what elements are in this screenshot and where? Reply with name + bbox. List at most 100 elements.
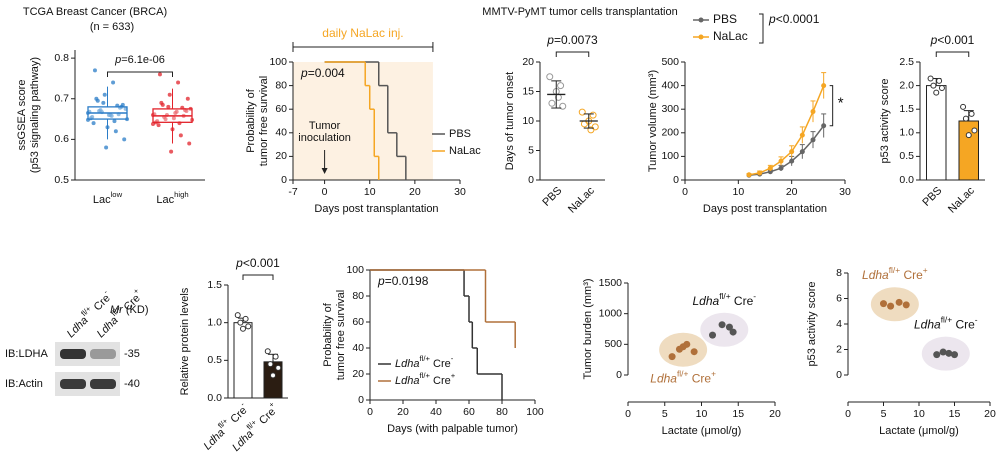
- p-value: p<0.001: [235, 256, 280, 270]
- x-tick-label: 20: [397, 406, 409, 418]
- point: [902, 301, 910, 309]
- lane-label-part: +: [131, 286, 141, 296]
- legend-label: PBS: [449, 128, 471, 140]
- point: [174, 109, 179, 114]
- x-axis-label: Days (with palpable tumor): [387, 423, 518, 435]
- y-tick-label: 1.0: [899, 127, 914, 139]
- x-tick-label: 10: [364, 186, 376, 198]
- point: [101, 100, 106, 105]
- y-tick-label: 20: [275, 150, 287, 162]
- x-axis-label: Lactate (μmol/g): [879, 425, 959, 437]
- point: [120, 102, 125, 107]
- point: [757, 170, 763, 176]
- treatment-shade: [293, 62, 433, 180]
- cluster-label-part: Ldha: [650, 372, 677, 386]
- blot-band: [60, 379, 86, 389]
- x-tick-label: 30: [839, 186, 851, 198]
- bar: [926, 85, 947, 181]
- mw-marker: -40: [124, 378, 140, 390]
- cluster-label-part: Cre: [900, 268, 923, 282]
- significance-bracket: [935, 51, 970, 57]
- point: [242, 315, 249, 322]
- legend-label-part: Ldha: [395, 375, 419, 387]
- legend-label-part: -: [451, 354, 454, 363]
- point: [968, 110, 975, 117]
- point: [270, 372, 276, 379]
- point: [111, 80, 116, 85]
- cluster-label-part: -: [753, 291, 756, 301]
- point: [718, 321, 726, 329]
- cluster-label-part: -: [975, 315, 978, 325]
- p-value-part: =0.004: [308, 66, 345, 80]
- significance-bracket: [555, 51, 590, 57]
- point: [166, 104, 171, 109]
- point: [971, 127, 978, 134]
- point: [185, 96, 190, 101]
- y-tick-label: 0.0: [207, 392, 222, 404]
- legend-label-part: Cre: [430, 375, 451, 387]
- cluster-label-part: Ldha: [692, 294, 719, 308]
- point: [264, 348, 271, 355]
- lane-label-part: -: [101, 287, 109, 295]
- y-tick-label: 0.5: [899, 150, 914, 162]
- point: [960, 103, 967, 110]
- x-tick-label: 100: [526, 406, 544, 418]
- point: [178, 133, 183, 138]
- y-tick-label: 400: [661, 79, 679, 91]
- p-value-part: p: [114, 54, 121, 66]
- y-axis-label: Relative protein levels: [179, 287, 191, 395]
- point: [92, 68, 97, 73]
- significance-bracket: [107, 71, 173, 77]
- legend-label-part: fl/+: [419, 371, 430, 380]
- y-tick-label: 200: [661, 127, 679, 139]
- y-axis-label: ssGSEA score: [16, 80, 28, 151]
- p-value-part: p: [235, 256, 243, 270]
- y-tick-label: 100: [269, 56, 287, 68]
- y-axis-label: tumor free survival: [335, 290, 347, 380]
- cluster-label-part: Ldha: [914, 318, 941, 332]
- point: [240, 325, 246, 332]
- y-axis-label: Tumor volume (mm³): [647, 70, 659, 172]
- bar: [233, 322, 253, 399]
- y-tick-label: 20: [522, 56, 534, 68]
- significance-bracket: [242, 274, 274, 280]
- point: [245, 323, 252, 330]
- x-axis-label: Lactate (μmol/g): [662, 425, 742, 437]
- point: [821, 83, 827, 89]
- p-value-part: p: [300, 66, 308, 80]
- p-value-part: =0.0073: [554, 33, 598, 47]
- y-tick-label: 8: [836, 267, 842, 279]
- x-tick-label-part: Lac: [93, 194, 111, 206]
- x-tick-label: 20: [786, 186, 798, 198]
- y-tick-label: 300: [661, 103, 679, 115]
- y-axis-label: Probability of: [245, 88, 257, 153]
- x-tick-label: 20: [984, 408, 996, 420]
- panel-title: TCGA Breast Cancer (BRCA): [23, 6, 167, 18]
- y-tick-label: 0: [673, 174, 679, 186]
- x-tick-label-part: Ldha: [230, 428, 256, 454]
- cluster-label-part: Cre: [731, 294, 754, 308]
- y-tick-label: 0: [528, 174, 534, 186]
- y-tick-label: 20: [352, 368, 364, 380]
- point: [580, 120, 588, 128]
- legend-label-part: fl/+: [419, 354, 430, 363]
- y-tick-label: 0.0: [899, 174, 914, 186]
- panel-subtitle: (n = 633): [90, 21, 134, 33]
- cluster-label: Ldhafl/+ Cre-: [914, 315, 978, 332]
- legend-label-part: +: [451, 371, 456, 380]
- y-tick-label: 0.8: [54, 52, 69, 64]
- significance: *: [838, 95, 844, 112]
- point: [167, 92, 172, 97]
- legend-marker: [698, 34, 704, 40]
- cluster-label-part: fl/+: [889, 265, 901, 275]
- x-tick-label: 10: [696, 408, 708, 420]
- point: [789, 158, 795, 164]
- x-tick-label: 5: [662, 408, 668, 420]
- x-tick-label: PBS: [540, 185, 564, 209]
- y-tick-label: 6: [836, 292, 842, 304]
- y-tick-label: 1.0: [207, 316, 222, 328]
- y-tick-label: 5: [528, 144, 534, 156]
- y-tick-label: 15: [522, 85, 534, 97]
- x-tick-label-part: high: [174, 190, 189, 199]
